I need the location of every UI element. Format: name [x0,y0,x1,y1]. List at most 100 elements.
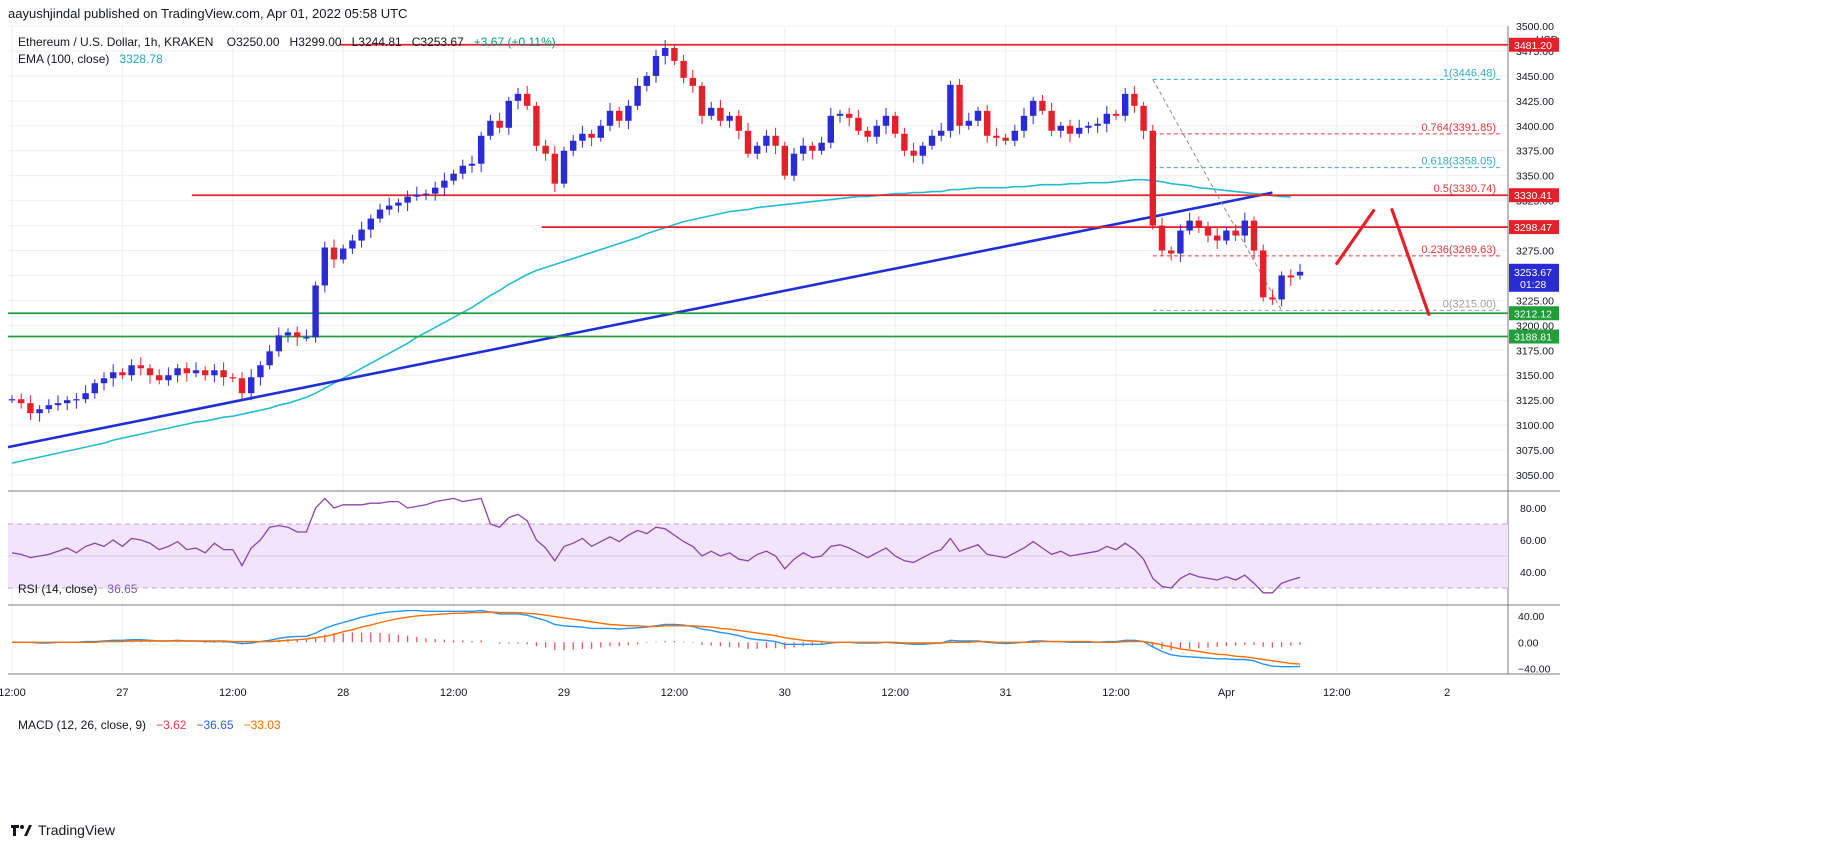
candle-body [36,409,43,414]
candle-body [625,105,632,121]
candle-body [1195,220,1202,228]
candle-body [1241,220,1248,236]
candle-body [192,370,200,374]
candle-body [781,145,788,176]
candle-body [1094,123,1101,126]
rsi-label[interactable]: RSI (14, close) [18,582,98,596]
fib-level-label: 0(3215.00) [1443,298,1496,310]
candle-body [1149,130,1156,226]
candle-body [1186,220,1193,231]
candle-body [864,130,871,137]
candle-body [901,133,908,151]
rsi-band [8,524,1508,588]
candle-body [303,337,310,339]
candle-body [128,365,135,376]
candle-body [340,248,347,260]
candle-body [459,165,466,174]
price-tick-label: 3050.00 [1516,470,1554,482]
candle-body [1066,125,1074,134]
candle-body [1122,93,1129,116]
candle-body [487,120,494,136]
time-tick-label: 12:00 [440,687,468,699]
candle-body [1039,100,1046,111]
macd-tick-label: 0.00 [1518,637,1539,649]
candle-body [533,105,540,146]
symbol-title[interactable]: Ethereum / U.S. Dollar, 1h, KRAKEN [18,35,214,49]
candle-body [496,120,503,128]
macd-signal-value: −33.03 [243,718,281,732]
candle-body [395,202,402,206]
price-tick-label: 3450.00 [1516,71,1554,83]
level-price-tag [1509,306,1559,321]
candle-body [579,133,586,141]
ohlc-low: L3244.81 [351,35,402,49]
candle-body [1112,113,1120,116]
candle-body [726,115,733,121]
candle-body [1002,137,1009,141]
candle-body [772,135,779,146]
rsi-line [11,497,1301,594]
candle-body [708,107,715,116]
candle-body [855,117,862,131]
candle-body [846,113,853,118]
rsi-tick-label: 80.00 [1520,503,1546,515]
candle-body [330,247,338,260]
price-tick-label: 3275.00 [1516,246,1554,258]
candle-body [993,135,1000,138]
candle-body [284,332,292,336]
candle-body [376,209,384,219]
candle-body [1158,225,1166,251]
candle-body [1030,100,1037,116]
candle-body [754,145,761,154]
candle-body [974,110,982,121]
candle-body [514,93,522,101]
candle-body [8,399,16,401]
forecast-down-stroke [1390,208,1431,316]
rsi-tick-label: 40.00 [1520,567,1546,579]
candle-body [800,145,807,154]
candle-body [174,368,181,376]
level-price-tag [1509,37,1559,52]
candle-body [432,187,439,194]
price-tick-label: 3125.00 [1516,395,1554,407]
candle-body [64,400,71,404]
candle-body [404,196,411,203]
candle-body [1204,227,1212,236]
time-tick-label: 28 [337,687,349,699]
candle-body [91,383,98,394]
candle-body [1260,250,1267,298]
candle-body [689,77,696,86]
fib-level-label: 0.618(3358.05) [1421,156,1496,168]
price-tick-label: 3100.00 [1516,420,1554,432]
macd-line [12,609,1301,668]
candle-body [1085,125,1092,128]
candle-body [119,372,126,376]
candle-body [1140,105,1147,131]
candle-body [1057,125,1064,131]
level-price-label: 3212.12 [1514,308,1552,320]
macd-label[interactable]: MACD (12, 26, close, 9) [18,718,147,732]
trendline [7,191,1273,449]
level-price-label: 3298.47 [1514,222,1552,234]
rsi-tick-label: 60.00 [1520,535,1546,547]
price-tick-label: 3375.00 [1516,146,1554,158]
candle-body [873,125,880,137]
candle-body [1168,250,1175,254]
ema-legend: EMA (100, close) 3328.78 [18,52,163,66]
macd-tick-label: 40.00 [1518,611,1544,623]
candle-body [100,378,108,384]
candle-body [165,375,172,381]
candle-body [809,145,816,151]
candle-body [1296,271,1304,276]
candle-body [18,399,25,404]
candle-body [1103,113,1110,124]
macd-tick-label: −40.00 [1518,664,1551,676]
ohlc-open: O3250.00 [226,35,280,49]
candle-body [947,84,954,131]
candle-body [248,377,255,394]
candle-body [1269,297,1276,300]
ema-label[interactable]: EMA (100, close) [18,52,110,66]
price-tick-label: 3400.00 [1516,121,1554,133]
